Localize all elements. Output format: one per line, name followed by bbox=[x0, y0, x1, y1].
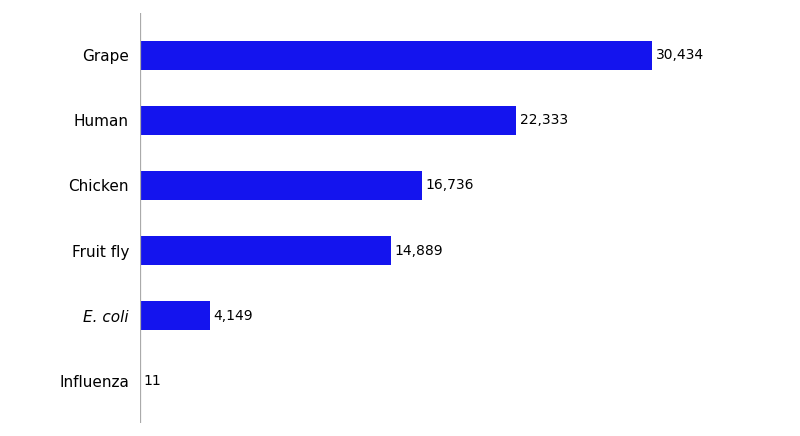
Bar bbox=[140, 171, 422, 200]
Text: 30,434: 30,434 bbox=[656, 48, 704, 62]
Text: 16,736: 16,736 bbox=[426, 178, 474, 192]
Text: 4,149: 4,149 bbox=[214, 309, 253, 323]
Text: 11: 11 bbox=[144, 374, 162, 388]
Text: 22,333: 22,333 bbox=[520, 113, 568, 127]
Bar bbox=[140, 106, 516, 135]
Text: 14,889: 14,889 bbox=[394, 244, 443, 258]
Bar bbox=[140, 41, 652, 70]
Bar bbox=[140, 301, 210, 330]
Bar bbox=[140, 236, 390, 265]
